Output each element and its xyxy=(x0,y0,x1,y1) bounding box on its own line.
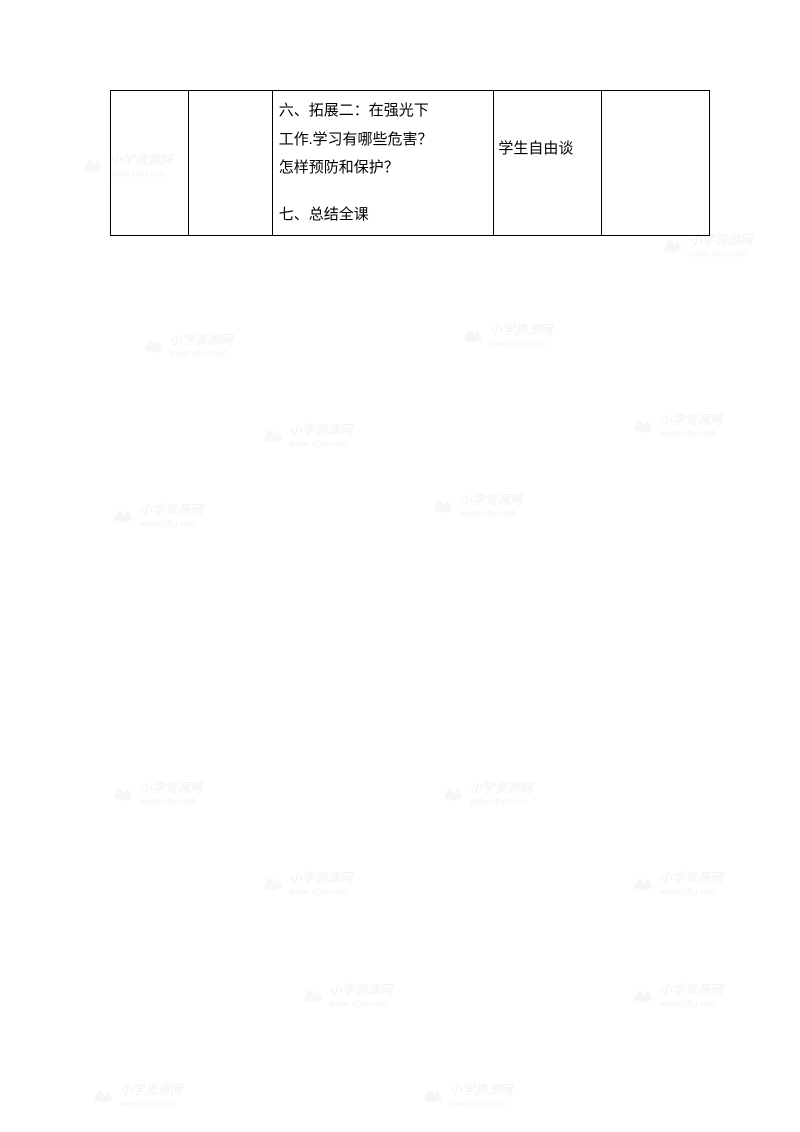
svg-text:www.xj5u.com: www.xj5u.com xyxy=(138,519,197,529)
svg-text:www.xj5u.com: www.xj5u.com xyxy=(328,999,387,1009)
svg-text:www.xj5u.com: www.xj5u.com xyxy=(138,797,197,807)
svg-text:www.xj5u.com: www.xj5u.com xyxy=(488,339,547,349)
cell-col4: 学生自由谈 xyxy=(494,91,602,236)
svg-text:www.xj5u.com: www.xj5u.com xyxy=(688,249,747,259)
watermark: 小学资源网 www.xj5u.com xyxy=(137,323,263,368)
cell-col1 xyxy=(111,91,189,236)
svg-text:小学资源网: 小学资源网 xyxy=(659,871,723,885)
svg-text:www.xj5u.com: www.xj5u.com xyxy=(658,887,717,897)
svg-text:www.xj5u.com: www.xj5u.com xyxy=(658,999,717,1009)
svg-text:小学资源网: 小学资源网 xyxy=(139,781,203,795)
col3-line1: 六、拓展二：在强光下 xyxy=(279,97,488,126)
svg-text:小学资源网: 小学资源网 xyxy=(659,983,723,997)
svg-text:www.xj5u.com: www.xj5u.com xyxy=(168,349,227,359)
watermark: 小学资源网 www.xj5u.com xyxy=(417,1073,543,1118)
watermark: 小学资源网 www.xj5u.com xyxy=(627,403,753,448)
svg-text:小学资源网: 小学资源网 xyxy=(469,781,533,795)
watermark: 小学资源网 www.xj5u.com xyxy=(457,313,583,358)
cell-col3: 六、拓展二：在强光下 工作.学习有哪些危害？ 怎样预防和保护？ 七、总结全课 xyxy=(272,91,494,236)
svg-text:小学资源网: 小学资源网 xyxy=(489,323,553,337)
content-table: 六、拓展二：在强光下 工作.学习有哪些危害？ 怎样预防和保护？ 七、总结全课 学… xyxy=(110,90,710,236)
page-container: 六、拓展二：在强光下 工作.学习有哪些危害？ 怎样预防和保护？ 七、总结全课 学… xyxy=(0,0,800,236)
svg-text:www.xj5u.com: www.xj5u.com xyxy=(658,429,717,439)
spacer xyxy=(279,183,488,201)
svg-text:小学资源网: 小学资源网 xyxy=(289,423,353,437)
col3-line2: 工作.学习有哪些危害？ xyxy=(279,126,488,155)
watermark: 小学资源网 www.xj5u.com xyxy=(87,1073,213,1118)
col3-line3: 怎样预防和保护？ xyxy=(279,154,488,183)
watermark: 小学资源网 www.xj5u.com xyxy=(437,771,563,816)
watermark: 小学资源网 www.xj5u.com xyxy=(107,493,233,538)
col3-content: 六、拓展二：在强光下 工作.学习有哪些危害？ 怎样预防和保护？ 七、总结全课 xyxy=(277,97,490,229)
svg-text:小学资源网: 小学资源网 xyxy=(119,1083,183,1097)
watermark: 小学资源网 www.xj5u.com xyxy=(107,771,233,816)
svg-text:小学资源网: 小学资源网 xyxy=(449,1083,513,1097)
table-row: 六、拓展二：在强光下 工作.学习有哪些危害？ 怎样预防和保护？ 七、总结全课 学… xyxy=(111,91,710,236)
watermark: 小学资源网 www.xj5u.com xyxy=(627,973,753,1018)
cell-col2 xyxy=(188,91,272,236)
svg-text:小学资源网: 小学资源网 xyxy=(169,333,233,347)
svg-text:www.xj5u.com: www.xj5u.com xyxy=(118,1099,177,1109)
svg-text:小学资源网: 小学资源网 xyxy=(459,493,523,507)
svg-text:www.xj5u.com: www.xj5u.com xyxy=(458,509,517,519)
svg-text:www.xj5u.com: www.xj5u.com xyxy=(288,439,347,449)
watermark: 小学资源网 www.xj5u.com xyxy=(257,861,383,906)
svg-text:www.xj5u.com: www.xj5u.com xyxy=(448,1099,507,1109)
watermark: 小学资源网 www.xj5u.com xyxy=(297,973,423,1018)
watermark: 小学资源网 www.xj5u.com xyxy=(257,413,383,458)
svg-text:www.xj5u.com: www.xj5u.com xyxy=(288,887,347,897)
svg-text:小学资源网: 小学资源网 xyxy=(329,983,393,997)
svg-text:小学资源网: 小学资源网 xyxy=(659,413,723,427)
svg-text:www.xj5u.com: www.xj5u.com xyxy=(468,797,527,807)
watermark: 小学资源网 www.xj5u.com xyxy=(627,861,753,906)
cell-col5 xyxy=(602,91,710,236)
svg-text:小学资源网: 小学资源网 xyxy=(289,871,353,885)
col3-line4: 七、总结全课 xyxy=(279,201,488,230)
svg-text:小学资源网: 小学资源网 xyxy=(139,503,203,517)
col4-text: 学生自由谈 xyxy=(498,97,597,164)
watermark: 小学资源网 www.xj5u.com xyxy=(427,483,553,528)
